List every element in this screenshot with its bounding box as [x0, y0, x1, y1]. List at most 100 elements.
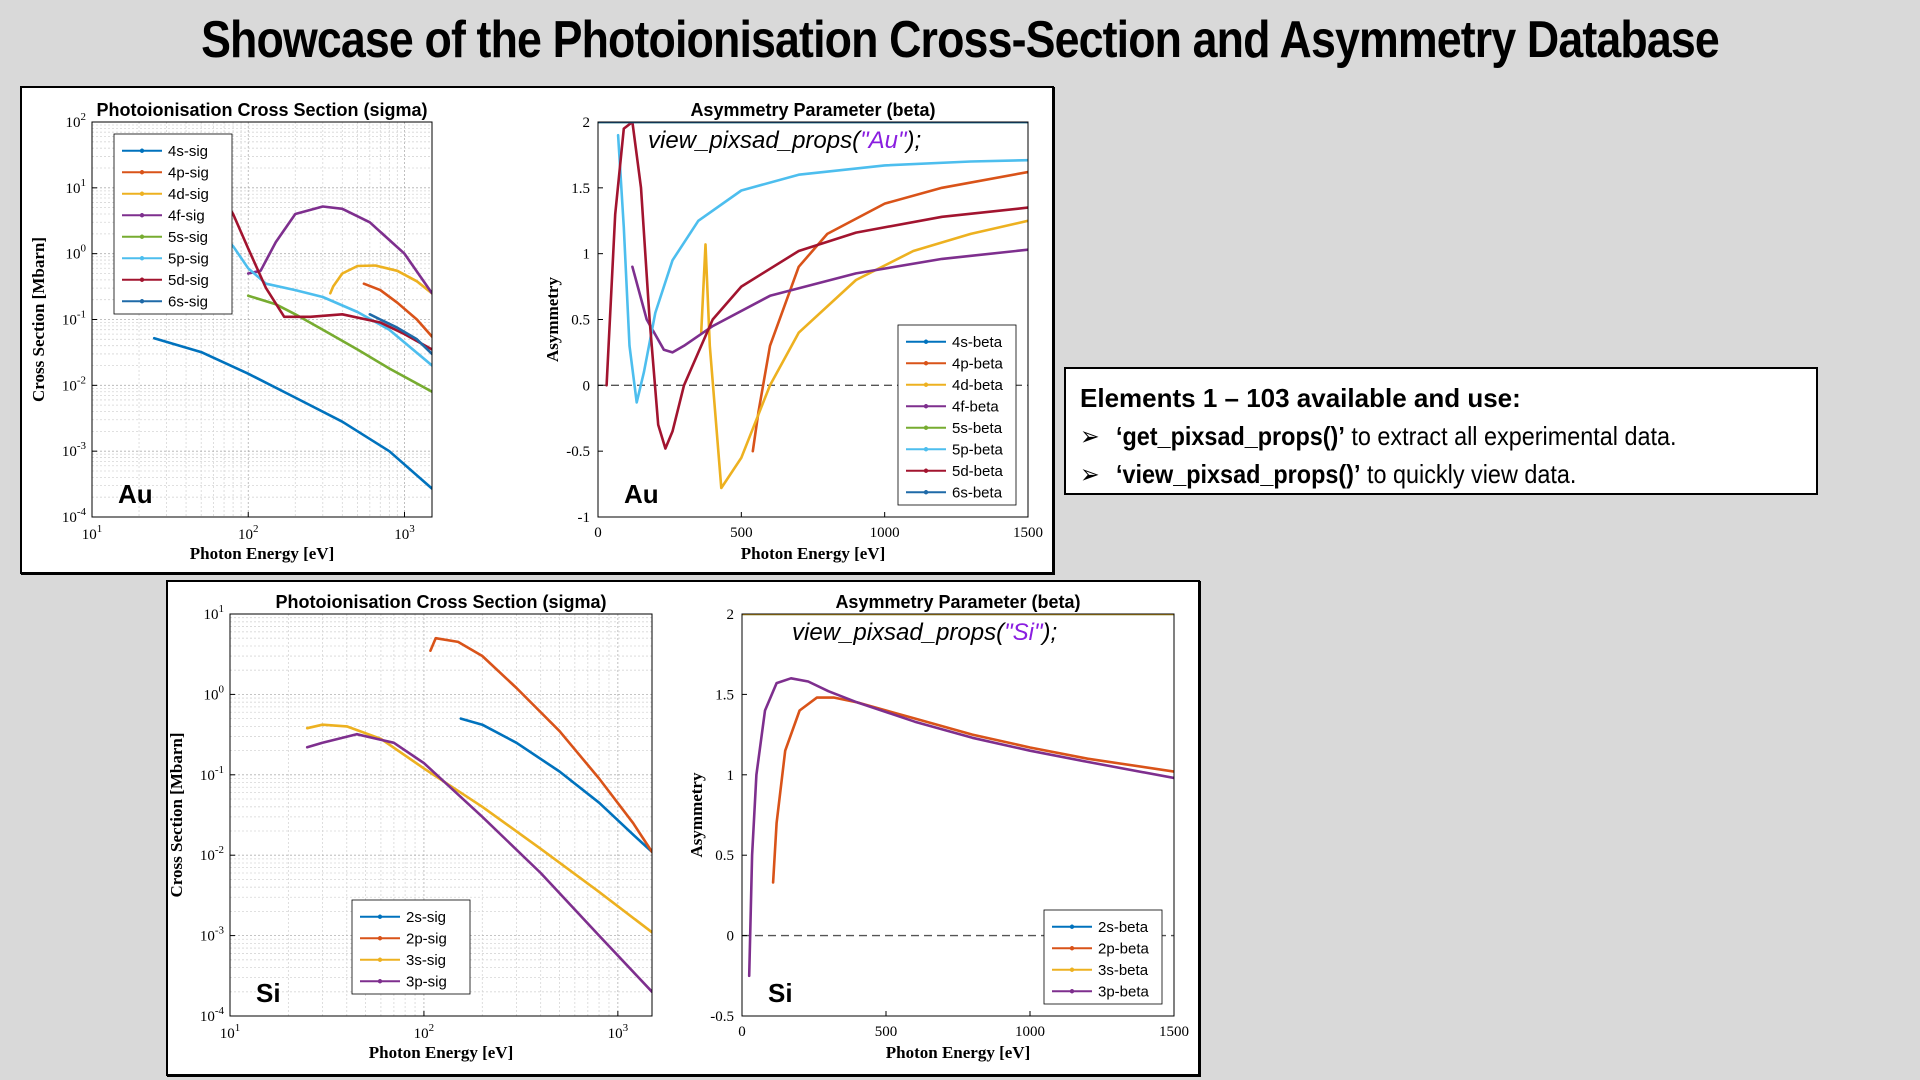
au-beta-ylabel: Asymmetry	[543, 277, 562, 362]
y-tick-label: 101	[66, 177, 87, 197]
legend-marker-4f-sig	[139, 213, 145, 218]
legend-label-4f-sig: 4f-sig	[168, 207, 205, 224]
y-tick-label: 0.5	[715, 848, 734, 864]
y-tick-label: 2	[727, 607, 735, 623]
au-sigma-title: Photoionisation Cross Section (sigma)	[96, 100, 427, 120]
legend-label-4s-beta: 4s-beta	[952, 334, 1003, 351]
y-tick-label: 100	[204, 683, 225, 703]
x-tick-label: 1000	[1015, 1024, 1045, 1040]
au-figure-panel: 101 102 103 10-4 10-3 10-2 10-1 100 101 102 Photoi…	[20, 86, 1054, 574]
x-tick-label: 1000	[870, 525, 900, 541]
legend-marker-3p-beta	[1069, 989, 1075, 994]
au-beta-title: Asymmetry Parameter (beta)	[690, 100, 935, 120]
legend-label-3p-beta: 3p-beta	[1098, 983, 1150, 1000]
legend-label-5d-beta: 5d-beta	[952, 463, 1004, 480]
au-beta-element-label: Au	[624, 479, 659, 509]
au-sigma-legend: 4s-sig 4p-sig 4d-sig 4f-sig 5s-sig 5p-sig 5d-s…	[113, 133, 233, 315]
y-tick-label: 0	[583, 378, 591, 394]
series-line-2p-sig	[429, 636, 652, 854]
info-heading: Elements 1 – 103 available and use:	[1080, 383, 1521, 413]
view-function-name: ‘view_pixsad_props()’	[1116, 459, 1361, 489]
y-tick-label: 1.5	[715, 687, 734, 703]
legend-label-3p-sig: 3p-sig	[406, 973, 447, 990]
au-sigma-ylabel: Cross Section [Mbarn]	[29, 237, 48, 402]
legend-label-6s-beta: 6s-beta	[952, 484, 1003, 501]
legend-label-2s-beta: 2s-beta	[1098, 919, 1149, 936]
y-tick-label: 10-3	[200, 925, 225, 945]
series-line-6s-sig	[368, 313, 432, 356]
x-tick-label: 1500	[1159, 1024, 1189, 1040]
bullet-arrow-icon: ➢	[1080, 459, 1100, 489]
y-tick-label: 10-1	[62, 309, 86, 329]
series-line-4f-sig	[246, 205, 432, 295]
legend-marker-4d-sig	[139, 191, 145, 196]
legend-marker-2s-beta	[1069, 924, 1075, 929]
series-line-3p-beta	[747, 677, 1174, 978]
legend-label-2s-sig: 2s-sig	[406, 909, 446, 926]
legend-marker-4p-beta	[923, 361, 929, 366]
si-beta-xlabel: Photon Energy [eV]	[886, 1043, 1030, 1062]
au-beta-xlabel: Photon Energy [eV]	[741, 544, 885, 563]
series-line-4d-sig	[328, 264, 432, 295]
legend-label-3s-sig: 3s-sig	[406, 952, 446, 969]
legend-label-4p-sig: 4p-sig	[168, 164, 209, 181]
x-tick-label: 101	[82, 523, 103, 543]
series-line-4d-beta	[699, 219, 1028, 490]
legend-marker-2p-sig	[377, 936, 383, 941]
legend-label-6s-sig: 6s-sig	[168, 293, 208, 310]
legend-label-5p-beta: 5p-beta	[952, 441, 1004, 458]
legend-label-5s-sig: 5s-sig	[168, 229, 208, 246]
x-tick-label: 500	[730, 525, 753, 541]
legend-box	[897, 324, 1017, 506]
legend-marker-5s-sig	[139, 234, 145, 239]
view-function-desc: to quickly view data.	[1360, 459, 1577, 489]
y-tick-label: 10-2	[200, 844, 224, 864]
legend-label-5d-sig: 5d-sig	[168, 272, 209, 289]
si-sigma-grid	[229, 614, 652, 1017]
legend-marker-5d-beta	[923, 468, 929, 473]
si-sigma-xlabel: Photon Energy [eV]	[369, 1043, 513, 1062]
series-line-5d-beta	[605, 122, 1028, 450]
legend-marker-4s-beta	[923, 339, 929, 344]
series-line-5p-beta	[616, 133, 1028, 404]
y-tick-label: -1	[578, 510, 591, 526]
legend-label-5s-beta: 5s-beta	[952, 420, 1003, 437]
y-tick-label: 1.5	[571, 181, 590, 197]
si-sigma-axes-frame	[229, 613, 653, 1017]
si-sigma-ylabel: Cross Section [Mbarn]	[168, 733, 186, 898]
au-sigma-element-label: Au	[118, 479, 153, 509]
legend-box	[113, 133, 233, 315]
info-box: Elements 1 – 103 available and use: ➢ ‘ge…	[1064, 367, 1818, 495]
y-tick-label: 0.5	[571, 313, 590, 329]
y-tick-label: 10-3	[62, 440, 87, 460]
bullet-arrow-icon: ➢	[1080, 421, 1100, 451]
y-tick-label: 102	[66, 111, 87, 131]
legend-marker-4p-sig	[139, 170, 145, 175]
series-line-2s-sig	[459, 717, 652, 854]
si-sigma-title: Photoionisation Cross Section (sigma)	[275, 592, 606, 612]
legend-marker-5p-beta	[923, 447, 929, 452]
legend-marker-5d-sig	[139, 277, 145, 282]
au-sigma-chart: 101 102 103 10-4 10-3 10-2 10-1 100 101 102 Photoi…	[29, 100, 433, 563]
legend-marker-4d-beta	[923, 382, 929, 387]
si-sigma-chart: 101 102 103 10-4 10-3 10-2 10-1 100 101 Photoioni…	[168, 592, 653, 1062]
legend-label-2p-sig: 2p-sig	[406, 930, 447, 947]
x-tick-label: 101	[220, 1022, 241, 1042]
legend-label-4d-sig: 4d-sig	[168, 186, 209, 203]
legend-label-4s-sig: 4s-sig	[168, 143, 208, 160]
legend-marker-2p-beta	[1069, 946, 1075, 951]
au-beta-chart: 0 500 1000 1500 -1 -0.5 0 0.5 1 1.5 2 Asymmetry Par…	[543, 100, 1043, 563]
au-sigma-xlabel: Photon Energy [eV]	[190, 544, 334, 563]
legend-marker-3s-sig	[377, 957, 383, 962]
legend-marker-4f-beta	[923, 404, 929, 409]
legend-label-3s-beta: 3s-beta	[1098, 962, 1149, 979]
y-tick-label: 10-2	[62, 374, 86, 394]
series-line-4f-beta	[631, 248, 1028, 354]
legend-label-2p-beta: 2p-beta	[1098, 940, 1150, 957]
au-beta-code-annotation: view_pixsad_props("Au");	[648, 127, 921, 154]
x-tick-label: 103	[608, 1022, 629, 1042]
si-beta-ylabel: Asymmetry	[687, 772, 706, 857]
legend-label-4p-beta: 4p-beta	[952, 355, 1004, 372]
